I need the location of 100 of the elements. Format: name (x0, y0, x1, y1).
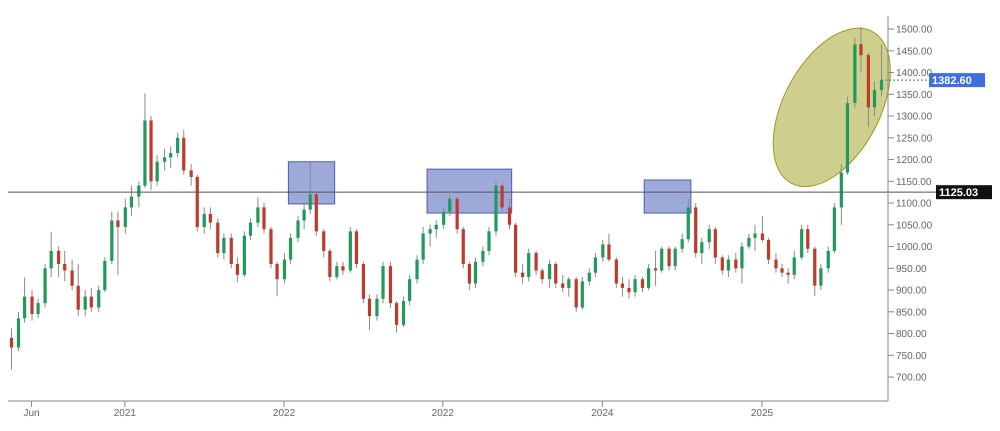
y-tick-label: 1050.00 (896, 220, 933, 232)
candlestick (819, 263, 822, 291)
candlestick (747, 233, 751, 250)
candlestick (90, 287, 93, 312)
candlestick (540, 268, 544, 284)
candlestick (534, 250, 538, 276)
candlestick (872, 80, 876, 117)
candlestick (137, 180, 140, 208)
candlestick (700, 237, 704, 264)
candlestick (63, 250, 66, 282)
y-tick-label: 1250.00 (896, 133, 933, 144)
y-tick-label: 1350.00 (896, 90, 933, 101)
x-tick-label: 2024 (591, 408, 614, 420)
y-tick-label: 1150.00 (896, 176, 932, 188)
y-tick-label: 1400.00 (896, 68, 933, 80)
x-tick-label: 2025 (750, 408, 774, 420)
candlestick (567, 276, 570, 298)
candlestick (368, 294, 372, 331)
candlestick (256, 196, 260, 228)
candlestick (56, 246, 60, 278)
candlestick (474, 256, 478, 288)
candlestick (282, 252, 286, 284)
candlestick (97, 285, 100, 312)
candlestick (792, 250, 796, 280)
y-tick-label: 1500.00 (896, 24, 933, 36)
candlestick (208, 206, 212, 230)
candlestick (10, 328, 14, 370)
candlestick (428, 224, 432, 248)
candlestick (169, 146, 172, 169)
candlestick (308, 162, 312, 214)
candlestick (76, 263, 80, 317)
candlestick (708, 224, 711, 250)
y-tick-label: 1450.00 (896, 46, 933, 58)
candlestick (740, 242, 744, 284)
candlestick (275, 261, 279, 297)
candlestick (859, 26, 863, 74)
candlestick (408, 274, 412, 306)
candlestick (375, 294, 379, 322)
candlestick (826, 246, 830, 274)
candlestick (726, 254, 730, 278)
candlestick (760, 216, 764, 243)
candlestick (296, 216, 300, 243)
candlestick (156, 154, 159, 186)
candlestick (620, 276, 624, 298)
annotation: 1382.60 (932, 75, 972, 88)
candlestick (202, 206, 206, 234)
candlestick (647, 263, 650, 291)
y-tick-label: 750.00 (896, 350, 928, 362)
candlestick (561, 274, 564, 293)
y-tick-label: 1000.00 (896, 242, 933, 254)
candlestick (322, 228, 326, 258)
candlestick (50, 231, 53, 278)
candlestick (766, 237, 770, 264)
candlestick (880, 44, 884, 97)
candlestick (554, 261, 558, 288)
candlestick (481, 246, 484, 267)
candlestick (116, 211, 120, 276)
candlestick (607, 233, 611, 262)
candlestick (720, 254, 724, 276)
candlestick (288, 233, 292, 264)
y-tick-label: 1300.00 (896, 112, 933, 123)
y-tick-label: 950.00 (896, 264, 928, 275)
candlestick (442, 206, 446, 230)
candlestick (434, 220, 438, 238)
candlestick (594, 252, 598, 278)
y-tick-label: 900.00 (896, 286, 928, 297)
candlestick (508, 198, 512, 230)
candlestick (130, 185, 134, 217)
candlestick (70, 259, 74, 291)
candlestick (487, 226, 491, 256)
y-tick-label: 700.00 (896, 372, 928, 384)
candlestick (248, 218, 252, 241)
y-tick-label: 800.00 (896, 329, 928, 340)
y-tick-label: 1100.00 (896, 198, 932, 210)
candlestick (302, 202, 306, 230)
y-tick-label: 1200.00 (896, 155, 933, 166)
candlestick (520, 263, 524, 284)
candlestick (674, 246, 677, 271)
y-tick-label: 850.00 (896, 307, 928, 318)
candlestick (468, 261, 471, 291)
candlestick (84, 290, 87, 317)
x-tick-label: 2022 (272, 408, 296, 420)
x-tick-label: 2021 (114, 408, 136, 420)
candlestick (548, 259, 552, 288)
candlestick (806, 224, 810, 254)
candlestick (601, 240, 604, 262)
candlestick (660, 246, 664, 274)
candlestick (124, 198, 127, 234)
candlestick (614, 256, 618, 288)
candlestick (341, 261, 345, 276)
candlestick (222, 233, 226, 260)
candlestick (30, 290, 34, 322)
candlestick (236, 256, 239, 283)
candlestick (448, 194, 452, 217)
x-tick-label: Jun (23, 408, 40, 420)
candlestick (500, 182, 504, 212)
candlestick (774, 252, 778, 274)
candlestick (190, 163, 193, 186)
candlestick (680, 233, 684, 254)
candlestick (668, 246, 671, 271)
